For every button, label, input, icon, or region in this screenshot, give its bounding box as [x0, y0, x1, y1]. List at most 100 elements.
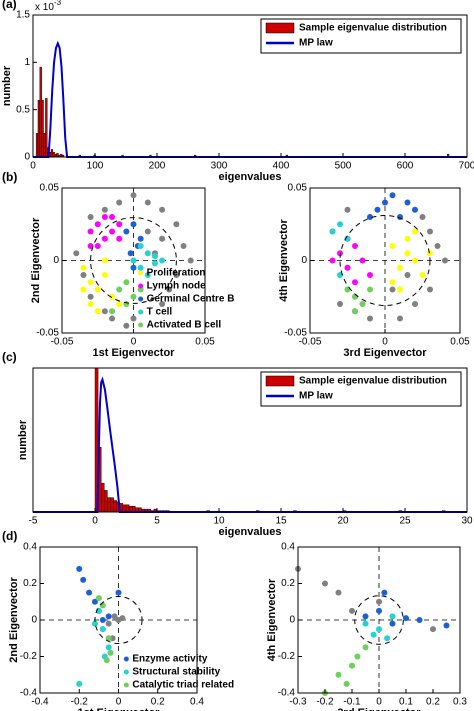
multiplier-exponent: -3	[54, 0, 62, 7]
scatter-point	[94, 221, 101, 228]
y-tick-label: 0	[289, 615, 295, 626]
scatter-point	[80, 264, 87, 271]
y-tick-label: 0	[24, 152, 30, 163]
axes-frame	[32, 367, 468, 513]
hist-bar	[52, 152, 55, 158]
scatter-point	[376, 607, 382, 614]
scatter-point	[389, 620, 396, 627]
axes-frame	[32, 14, 468, 158]
x-tick-label: 500	[335, 161, 352, 172]
hist-bar	[35, 133, 39, 158]
hist-bar	[100, 483, 105, 513]
x-tick-label: -5	[29, 516, 38, 527]
hist-bar	[110, 497, 114, 513]
scatter-point	[144, 228, 151, 235]
mp-line	[33, 40, 467, 158]
scatter-point	[434, 243, 441, 249]
scatter-point	[362, 644, 369, 651]
scatter-point	[123, 279, 130, 286]
y-tick-label: 1	[24, 57, 30, 68]
scatter-point	[397, 315, 403, 322]
scatter-point	[99, 626, 106, 633]
x-axis-label: 3rd Eigenvector	[337, 707, 421, 711]
legend-label: T cell	[147, 307, 173, 318]
scatter-point	[130, 264, 137, 271]
scatter-point	[352, 243, 358, 249]
x-tick-label: 0.2	[426, 697, 440, 708]
scatter-point	[99, 617, 106, 623]
scatter-point	[103, 657, 110, 664]
scatter-point	[144, 272, 151, 278]
hist-bar	[122, 504, 127, 513]
multiplier-base: x 10	[35, 2, 54, 13]
legend-swatch	[138, 270, 144, 276]
hist-bar	[56, 153, 59, 158]
y-axis-label: number	[1, 65, 13, 106]
scatter-point	[376, 598, 382, 605]
legend-label: Germinal Centre B	[147, 294, 235, 305]
x-axis-label: eigenvalues	[219, 526, 282, 538]
scatter-point	[419, 214, 426, 220]
x-tick-label: -0.1	[343, 697, 361, 708]
scatter-point	[107, 649, 114, 656]
x-tick-label: 400	[273, 161, 290, 172]
x-axis-label: 1st Eigenvector	[78, 707, 161, 711]
scatter-point	[180, 243, 187, 249]
legend-swatch	[138, 309, 144, 315]
scatter-point	[335, 589, 342, 596]
scatter-point	[173, 221, 180, 228]
y-axis-label: 4th Eigenvector	[266, 578, 278, 661]
scatter-point	[144, 250, 151, 257]
legend-box	[260, 371, 462, 407]
scatter-point	[412, 301, 418, 307]
scatter-point	[166, 286, 173, 293]
scatter-point	[101, 308, 108, 315]
legend-label: Catalytic triad related	[132, 680, 234, 691]
mp-circle	[339, 215, 431, 306]
scatter-point	[335, 671, 342, 678]
panel-label: (a)	[2, 0, 17, 11]
scatter-point	[159, 206, 166, 213]
panel-label: (b)	[2, 170, 17, 184]
scatter-point	[367, 315, 373, 322]
hist-bar	[50, 149, 54, 158]
panel-label: (c)	[2, 350, 17, 364]
hist-bar	[107, 497, 111, 513]
scatter-point	[109, 293, 116, 300]
y-tick-label: 0.5	[16, 104, 30, 115]
scatter-point	[367, 286, 373, 293]
scatter-point	[91, 598, 98, 605]
scatter-point	[80, 286, 87, 293]
x-tick-label: -0.05	[51, 337, 74, 348]
scatter-point	[404, 272, 411, 278]
scatter-point	[344, 286, 351, 293]
scatter-point	[105, 613, 112, 620]
scatter-point	[403, 615, 409, 622]
mp-circle	[90, 217, 177, 304]
x-tick-label: 0	[92, 516, 98, 527]
x-tick-label: -0.05	[299, 337, 322, 348]
y-tick-label: 0	[53, 255, 59, 266]
scatter-point	[349, 662, 355, 669]
scatter-point	[87, 293, 94, 300]
x-axis-label: eigenvalues	[219, 171, 282, 183]
scatter-point	[137, 264, 144, 271]
scatter-point	[359, 301, 366, 307]
x-tick-label: 0	[382, 337, 388, 348]
scatter-point	[151, 260, 158, 267]
legend-label: Sample eigenvalue distribution	[299, 23, 447, 34]
x-tick-label: -0.2	[71, 697, 89, 708]
x-axis-label: 3rd Eigenvector	[343, 347, 427, 359]
scatter-point	[116, 301, 123, 307]
legend-swatch	[138, 283, 144, 289]
scatter-point	[329, 228, 336, 235]
x-tick-label: 30	[461, 516, 473, 527]
scatter-point	[389, 286, 396, 293]
scatter-point	[91, 620, 98, 627]
scatter-point	[130, 315, 137, 322]
scatter-point	[427, 228, 433, 235]
scatter-point	[412, 257, 418, 264]
scatter-point	[130, 192, 137, 199]
scatter-point	[119, 615, 126, 622]
